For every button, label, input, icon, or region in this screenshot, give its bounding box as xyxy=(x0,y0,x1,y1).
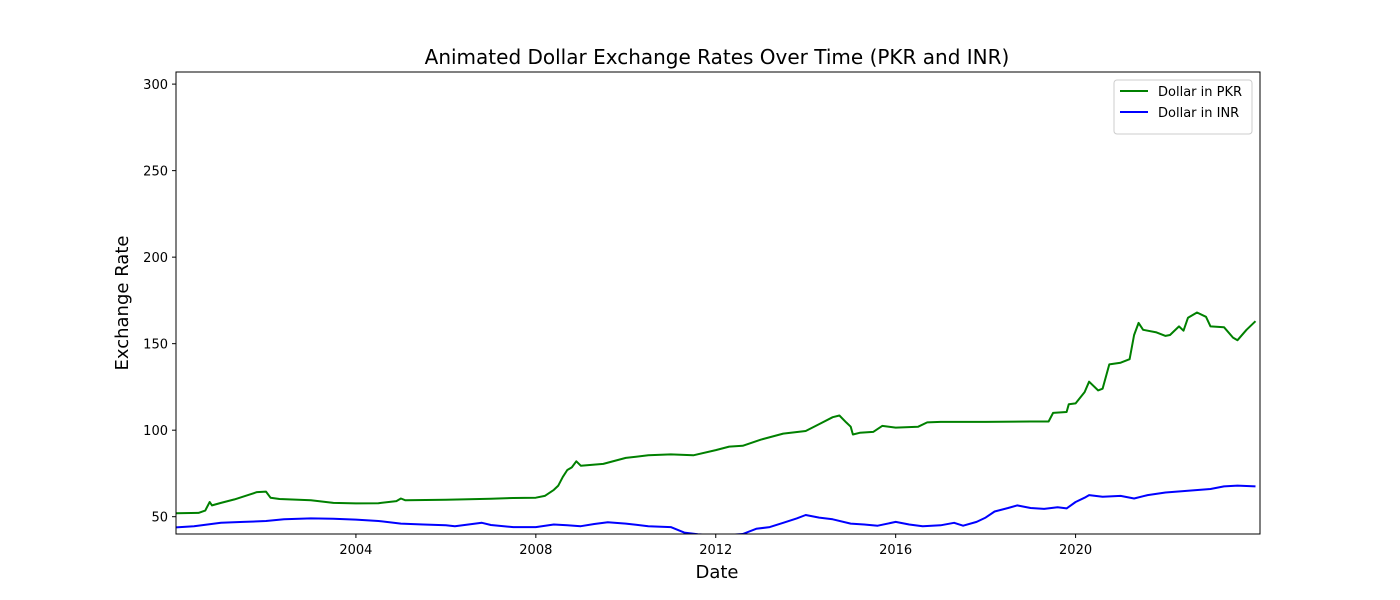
x-tick-label: 2020 xyxy=(1059,543,1092,558)
legend-label-2: Dollar in INR xyxy=(1158,106,1239,121)
chart-title: Animated Dollar Exchange Rates Over Time… xyxy=(425,45,1010,69)
y-tick-label: 50 xyxy=(151,511,168,526)
y-tick-label: 300 xyxy=(143,78,168,93)
x-tick-label: 2008 xyxy=(519,543,552,558)
plot-area xyxy=(175,71,1261,535)
y-tick-label: 100 xyxy=(143,424,168,439)
legend-label-1: Dollar in PKR xyxy=(1158,85,1242,100)
legend: Dollar in PKR Dollar in INR xyxy=(1113,79,1253,135)
x-tick-label: 2016 xyxy=(879,543,912,558)
y-tick-label: 200 xyxy=(143,251,168,266)
y-axis: 50 100 150 200 250 300 xyxy=(143,78,176,526)
series-line-1 xyxy=(176,311,1257,515)
y-tick-label: 250 xyxy=(143,165,168,180)
x-axis-label: Date xyxy=(695,562,738,583)
y-tick-label: 150 xyxy=(143,338,168,353)
x-tick-label: 2004 xyxy=(339,543,372,558)
y-axis-label: Exchange Rate xyxy=(112,236,133,371)
legend-box xyxy=(1113,79,1253,135)
plot-frame xyxy=(175,71,1261,535)
series-line-2 xyxy=(176,484,1256,534)
x-axis: 2004 2008 2012 2016 2020 xyxy=(339,534,1092,558)
x-tick-label: 2012 xyxy=(699,543,732,558)
